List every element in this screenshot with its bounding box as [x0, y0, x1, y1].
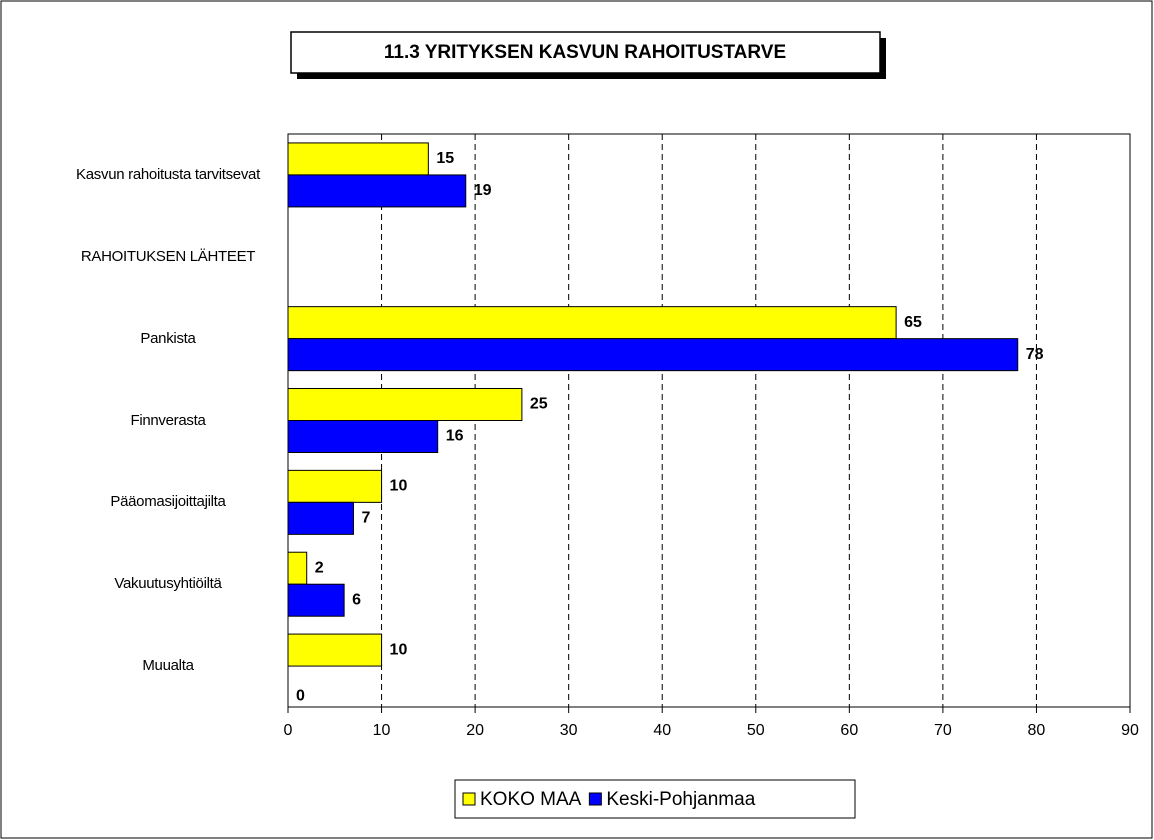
value-label: 16 — [446, 428, 464, 445]
y-tick-label: Finnverasta — [130, 411, 206, 429]
bar — [287, 142, 429, 176]
bar — [287, 551, 308, 585]
value-label: 78 — [1026, 346, 1044, 363]
bar — [287, 306, 897, 340]
value-label: 15 — [436, 150, 454, 167]
value-label: 65 — [904, 314, 922, 331]
legend-label: KOKO MAA — [480, 789, 582, 810]
x-tick-label: 30 — [560, 722, 578, 739]
bar — [287, 388, 523, 421]
x-tick-label: 60 — [840, 722, 858, 739]
x-tick-label: 0 — [284, 722, 293, 739]
bar — [287, 420, 439, 453]
chart-title: 11.3 YRITYKSEN KASVUN RAHOITUSTARVE — [384, 42, 786, 63]
value-label: 19 — [474, 182, 492, 199]
value-label: 10 — [390, 641, 408, 658]
y-tick-label: Pankista — [140, 329, 196, 347]
bar — [287, 633, 383, 667]
bar — [287, 583, 345, 617]
bar — [287, 174, 467, 208]
x-tick-label: 90 — [1121, 722, 1139, 739]
y-tick-label: Pääomasijoittajilta — [110, 493, 226, 511]
legend-swatch — [588, 792, 602, 806]
y-tick-label: Kasvun rahoitusta tarvitsevat — [76, 165, 260, 183]
x-tick-label: 20 — [466, 722, 484, 739]
x-tick-label: 40 — [653, 722, 671, 739]
y-tick-label: RAHOITUKSEN LÄHTEET — [80, 247, 256, 265]
value-label: 2 — [315, 559, 324, 576]
legend-box — [454, 779, 856, 819]
legend-label: Keski-Pohjanmaa — [606, 789, 755, 810]
y-tick-label: Muualta — [142, 657, 194, 675]
x-tick-label: 70 — [934, 722, 952, 739]
value-label: 25 — [530, 396, 548, 413]
x-tick-label: 10 — [373, 722, 391, 739]
legend-swatch — [462, 792, 476, 806]
value-label: 0 — [296, 687, 305, 704]
title-box — [290, 31, 881, 74]
y-tick-label: Vakuutusyhtiöiltä — [114, 575, 222, 593]
bar — [287, 501, 354, 535]
x-tick-label: 80 — [1028, 722, 1046, 739]
bar — [287, 469, 383, 503]
bar — [287, 338, 1019, 372]
value-label: 6 — [352, 591, 361, 608]
value-label: 7 — [361, 510, 370, 527]
value-label: 10 — [390, 478, 408, 495]
x-tick-label: 50 — [747, 722, 765, 739]
